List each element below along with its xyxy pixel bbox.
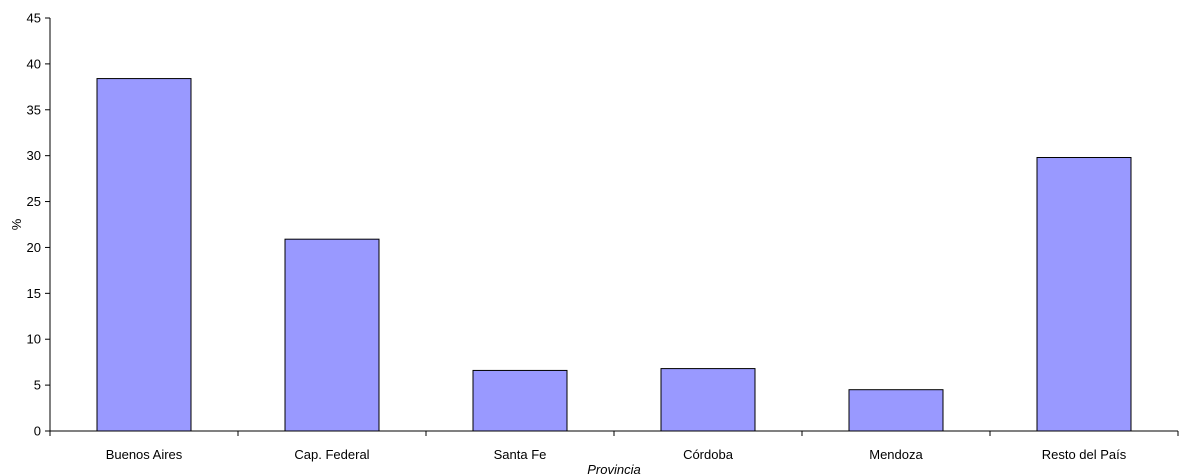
bar-mendoza [848, 389, 944, 432]
bar-c-rdoba [660, 368, 756, 432]
y-tick-label: 20 [27, 240, 41, 255]
bar-cap-federal [284, 238, 380, 432]
x-tick-label: Mendoza [869, 447, 923, 462]
y-tick-label: 25 [27, 194, 41, 209]
y-tick-label: 30 [27, 148, 41, 163]
x-tick-label: Córdoba [683, 447, 734, 462]
x-axis-title: Provincia [587, 462, 640, 476]
bar-resto-del-pa-s [1036, 157, 1132, 432]
x-tick-label: Resto del País [1042, 447, 1127, 462]
y-tick-label: 5 [34, 378, 41, 393]
x-tick-label: Buenos Aires [106, 447, 183, 462]
x-ticks: Buenos Aires Cap. Federal Santa Fe Córdoba M… [49, 431, 1179, 462]
bars-group [96, 78, 1132, 432]
x-tick-label: Cap. Federal [294, 447, 369, 462]
y-tick-label: 35 [27, 102, 41, 117]
y-tick-label: 40 [27, 56, 41, 71]
y-tick-label: 0 [34, 424, 41, 439]
bar-santa-fe [472, 369, 568, 432]
axes-group: 0 5 10 15 20 25 30 35 40 45 Buenos Aires Cap. Fede… [27, 11, 1179, 462]
y-tick-label: 10 [27, 332, 41, 347]
y-ticks: 0 5 10 15 20 25 30 35 40 45 [27, 11, 50, 439]
y-axis-title: % [9, 218, 24, 230]
x-tick-label: Santa Fe [494, 447, 547, 462]
y-tick-label: 45 [27, 11, 41, 26]
y-tick-label: 15 [27, 286, 41, 301]
bar-buenos-aires [96, 78, 192, 432]
